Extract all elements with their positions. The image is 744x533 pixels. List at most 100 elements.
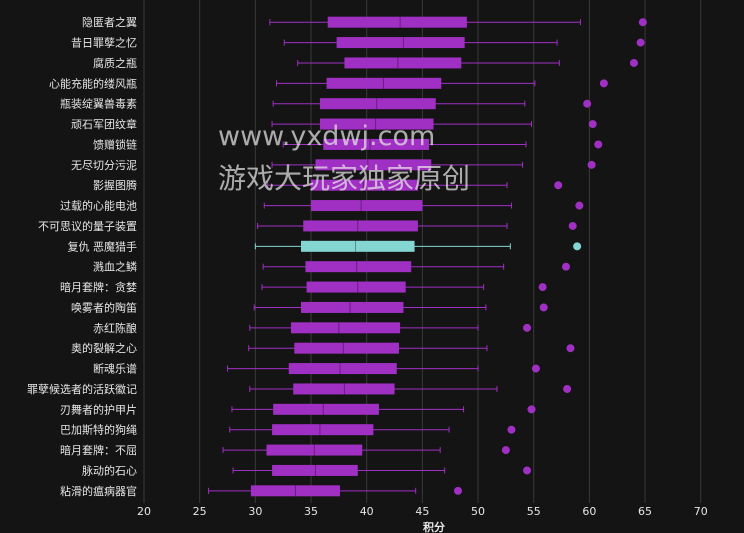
category-label: 断魂乐谱 [93,362,137,376]
iqr-box [323,138,430,150]
watermark-url: www.yxdwj.com [218,121,435,152]
iqr-box [319,118,434,130]
outlier-point [538,283,547,292]
iqr-box [272,424,374,436]
box-group [267,179,563,191]
outlier-point [507,425,516,434]
iqr-box [300,240,415,252]
iqr-box [305,261,412,273]
outlier-point [453,486,462,495]
category-label: 隐匿者之翼 [82,15,137,29]
category-label: 瓶装绽翼兽毒素 [60,97,137,111]
category-label: 顽石军团纹章 [71,117,137,131]
x-tick-label: 30 [248,505,262,518]
iqr-box [288,363,397,375]
iqr-box [300,301,404,313]
iqr-box [290,322,401,334]
x-tick-label: 25 [193,505,207,518]
outlier-point [539,303,548,312]
iqr-box [326,77,442,89]
category-label: 心能充能的缕风瓶 [49,76,137,90]
iqr-box [306,281,406,293]
box-group [263,200,584,212]
outlier-point [566,344,575,353]
category-label: 罪孽候选者的活跃徽记 [27,382,137,396]
box-group [257,220,577,232]
category-label: 复仇 恶魔猎手 [68,239,138,253]
iqr-box [293,383,395,395]
box-group [282,138,603,150]
x-tick-label: 35 [304,505,318,518]
iqr-box [327,16,467,28]
category-label: 昔日罪孽之忆 [71,36,137,50]
outlier-point [588,120,597,129]
category-label: 巴加斯特的狗绳 [60,423,137,437]
box-group [272,98,592,110]
outlier-point [583,99,592,108]
category-label: 脉动的石心 [82,463,137,477]
category-label: 过载的心能电池 [60,199,137,213]
outlier-point [531,364,540,373]
box-group [222,444,510,456]
box-group [248,342,575,354]
x-tick-label: 40 [360,505,374,518]
box-group [253,301,548,313]
category-label: 刃舞者的护甲片 [60,402,137,416]
outlier-point [523,323,532,332]
iqr-box [315,159,432,171]
iqr-box [272,464,358,476]
category-label: 赤红陈酿 [93,321,137,335]
outlier-point [638,18,647,27]
category-label: 唤雾者的陶笛 [71,300,137,314]
outlier-point [563,384,572,393]
box-group [229,424,516,436]
outlier-point [594,140,603,149]
x-tick-label: 50 [471,505,485,518]
iqr-box [336,37,465,49]
x-tick-label: 55 [527,505,541,518]
x-tick-label: 20 [137,505,151,518]
box-group [271,159,596,171]
iqr-box [344,57,462,69]
x-tick-label: 65 [638,505,652,518]
box-group [262,261,571,273]
category-label: 腐质之瓶 [93,56,137,70]
box-group [249,322,532,334]
category-label: 暗月套牌：贪婪 [60,280,137,294]
category-label: 奥的裂解之心 [71,341,137,355]
outlier-point [575,201,584,210]
iqr-box [319,98,436,110]
outlier-point [554,181,563,190]
outlier-point [562,262,571,271]
iqr-box [311,200,423,212]
x-tick-label: 45 [415,505,429,518]
iqr-box [250,485,340,497]
outlier-point [568,221,577,230]
category-label: 溅血之鳞 [93,260,137,274]
box-group [269,16,647,28]
box-group [283,37,645,49]
iqr-box [273,403,379,415]
iqr-box [303,220,418,232]
category-label: 粘滑的瘟病器官 [60,484,137,498]
watermark: www.yxdwj.com 游戏大玩家独家原创 [218,121,470,195]
outlier-point [629,58,638,67]
box-group [232,464,532,476]
x-axis-ticks: 20 25 30 35 40 45 50 55 60 65 70 [137,505,708,518]
iqr-box [311,179,418,191]
box-group [276,77,608,89]
x-tick-label: 60 [582,505,596,518]
box-group [297,57,638,69]
box-group [231,403,536,415]
grid-layer [143,0,702,503]
outlier-point [636,38,645,47]
category-label: 影握图腾 [93,178,137,192]
outlier-point [599,79,608,88]
outlier-point [587,160,596,169]
outlier-point [501,446,510,455]
x-tick-label: 70 [694,505,708,518]
iqr-box [266,444,363,456]
category-label: 暗月套牌：不屈 [60,443,137,457]
